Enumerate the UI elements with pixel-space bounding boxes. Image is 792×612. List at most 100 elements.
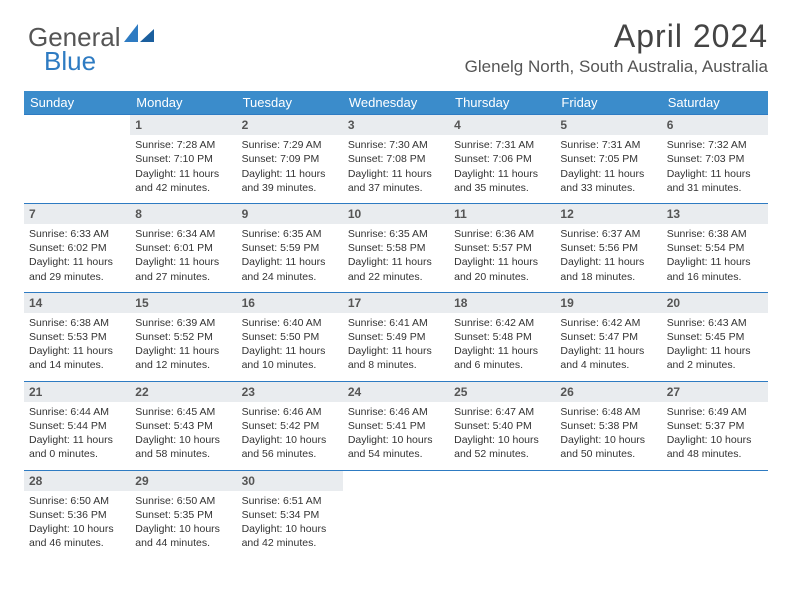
day-number: 25	[449, 382, 555, 402]
day-number: 11	[449, 204, 555, 224]
sunset-text: Sunset: 6:02 PM	[29, 241, 125, 255]
calendar-week-row: 1Sunrise: 7:28 AMSunset: 7:10 PMDaylight…	[24, 115, 768, 204]
sunrise-text: Sunrise: 6:37 AM	[560, 227, 656, 241]
sunrise-text: Sunrise: 6:44 AM	[29, 405, 125, 419]
day-number: 13	[662, 204, 768, 224]
calendar-table: Sunday Monday Tuesday Wednesday Thursday…	[24, 91, 768, 558]
daylight-text: Daylight: 10 hours and 46 minutes.	[29, 522, 125, 550]
calendar-cell: 8Sunrise: 6:34 AMSunset: 6:01 PMDaylight…	[130, 203, 236, 292]
sunset-text: Sunset: 5:36 PM	[29, 508, 125, 522]
sunset-text: Sunset: 5:34 PM	[242, 508, 338, 522]
daylight-text: Daylight: 10 hours and 50 minutes.	[560, 433, 656, 461]
daylight-text: Daylight: 11 hours and 35 minutes.	[454, 167, 550, 195]
day-body: Sunrise: 7:28 AMSunset: 7:10 PMDaylight:…	[130, 135, 236, 203]
calendar-cell: 6Sunrise: 7:32 AMSunset: 7:03 PMDaylight…	[662, 115, 768, 204]
sunset-text: Sunset: 5:42 PM	[242, 419, 338, 433]
weekday-header: Tuesday	[237, 91, 343, 115]
day-body: Sunrise: 6:50 AMSunset: 5:35 PMDaylight:…	[130, 491, 236, 559]
sunrise-text: Sunrise: 6:41 AM	[348, 316, 444, 330]
calendar-cell: 21Sunrise: 6:44 AMSunset: 5:44 PMDayligh…	[24, 381, 130, 470]
day-body: Sunrise: 6:43 AMSunset: 5:45 PMDaylight:…	[662, 313, 768, 381]
calendar-week-row: 21Sunrise: 6:44 AMSunset: 5:44 PMDayligh…	[24, 381, 768, 470]
sunrise-text: Sunrise: 6:48 AM	[560, 405, 656, 419]
calendar-cell: 30Sunrise: 6:51 AMSunset: 5:34 PMDayligh…	[237, 470, 343, 558]
day-body: Sunrise: 7:29 AMSunset: 7:09 PMDaylight:…	[237, 135, 343, 203]
sunset-text: Sunset: 5:58 PM	[348, 241, 444, 255]
sunrise-text: Sunrise: 6:36 AM	[454, 227, 550, 241]
sunrise-text: Sunrise: 6:49 AM	[667, 405, 763, 419]
calendar-cell: 13Sunrise: 6:38 AMSunset: 5:54 PMDayligh…	[662, 203, 768, 292]
sunset-text: Sunset: 5:57 PM	[454, 241, 550, 255]
day-body: Sunrise: 7:32 AMSunset: 7:03 PMDaylight:…	[662, 135, 768, 203]
daylight-text: Daylight: 11 hours and 22 minutes.	[348, 255, 444, 283]
day-body: Sunrise: 7:31 AMSunset: 7:06 PMDaylight:…	[449, 135, 555, 203]
calendar-cell: 4Sunrise: 7:31 AMSunset: 7:06 PMDaylight…	[449, 115, 555, 204]
weekday-header: Wednesday	[343, 91, 449, 115]
calendar-cell: 15Sunrise: 6:39 AMSunset: 5:52 PMDayligh…	[130, 292, 236, 381]
day-number: 6	[662, 115, 768, 135]
day-number: 19	[555, 293, 661, 313]
calendar-week-row: 7Sunrise: 6:33 AMSunset: 6:02 PMDaylight…	[24, 203, 768, 292]
day-number: 20	[662, 293, 768, 313]
sunrise-text: Sunrise: 6:46 AM	[242, 405, 338, 419]
calendar-cell	[662, 470, 768, 558]
sunset-text: Sunset: 5:35 PM	[135, 508, 231, 522]
day-body: Sunrise: 6:47 AMSunset: 5:40 PMDaylight:…	[449, 402, 555, 470]
sunrise-text: Sunrise: 7:30 AM	[348, 138, 444, 152]
day-number: 3	[343, 115, 449, 135]
sunrise-text: Sunrise: 7:31 AM	[454, 138, 550, 152]
day-body: Sunrise: 6:37 AMSunset: 5:56 PMDaylight:…	[555, 224, 661, 292]
sunrise-text: Sunrise: 7:29 AM	[242, 138, 338, 152]
day-number: 18	[449, 293, 555, 313]
sunrise-text: Sunrise: 7:28 AM	[135, 138, 231, 152]
day-body: Sunrise: 6:35 AMSunset: 5:59 PMDaylight:…	[237, 224, 343, 292]
calendar-cell	[449, 470, 555, 558]
sunrise-text: Sunrise: 6:47 AM	[454, 405, 550, 419]
daylight-text: Daylight: 11 hours and 42 minutes.	[135, 167, 231, 195]
daylight-text: Daylight: 10 hours and 58 minutes.	[135, 433, 231, 461]
sunrise-text: Sunrise: 6:35 AM	[242, 227, 338, 241]
day-body: Sunrise: 6:33 AMSunset: 6:02 PMDaylight:…	[24, 224, 130, 292]
daylight-text: Daylight: 11 hours and 29 minutes.	[29, 255, 125, 283]
calendar-cell: 22Sunrise: 6:45 AMSunset: 5:43 PMDayligh…	[130, 381, 236, 470]
sunrise-text: Sunrise: 6:34 AM	[135, 227, 231, 241]
calendar-cell: 14Sunrise: 6:38 AMSunset: 5:53 PMDayligh…	[24, 292, 130, 381]
calendar-week-row: 28Sunrise: 6:50 AMSunset: 5:36 PMDayligh…	[24, 470, 768, 558]
calendar-cell: 20Sunrise: 6:43 AMSunset: 5:45 PMDayligh…	[662, 292, 768, 381]
calendar-cell: 25Sunrise: 6:47 AMSunset: 5:40 PMDayligh…	[449, 381, 555, 470]
sunset-text: Sunset: 7:09 PM	[242, 152, 338, 166]
calendar-cell: 11 Sunrise: 6:36 AMSunset: 5:57 PMDayligh…	[449, 203, 555, 292]
calendar-cell: 17Sunrise: 6:41 AMSunset: 5:49 PMDayligh…	[343, 292, 449, 381]
daylight-text: Daylight: 11 hours and 33 minutes.	[560, 167, 656, 195]
day-number: 4	[449, 115, 555, 135]
sunrise-text: Sunrise: 6:42 AM	[454, 316, 550, 330]
day-number: 16	[237, 293, 343, 313]
daylight-text: Daylight: 11 hours and 20 minutes.	[454, 255, 550, 283]
daylight-text: Daylight: 11 hours and 31 minutes.	[667, 167, 763, 195]
daylight-text: Daylight: 10 hours and 56 minutes.	[242, 433, 338, 461]
daylight-text: Daylight: 11 hours and 24 minutes.	[242, 255, 338, 283]
sunset-text: Sunset: 5:59 PM	[242, 241, 338, 255]
daylight-text: Daylight: 10 hours and 52 minutes.	[454, 433, 550, 461]
day-body: Sunrise: 6:48 AMSunset: 5:38 PMDaylight:…	[555, 402, 661, 470]
day-number: 30	[237, 471, 343, 491]
day-body: Sunrise: 7:31 AMSunset: 7:05 PMDaylight:…	[555, 135, 661, 203]
sunrise-text: Sunrise: 6:38 AM	[667, 227, 763, 241]
day-body: Sunrise: 6:46 AMSunset: 5:42 PMDaylight:…	[237, 402, 343, 470]
weekday-header-row: Sunday Monday Tuesday Wednesday Thursday…	[24, 91, 768, 115]
sunset-text: Sunset: 5:54 PM	[667, 241, 763, 255]
day-body: Sunrise: 6:50 AMSunset: 5:36 PMDaylight:…	[24, 491, 130, 559]
daylight-text: Daylight: 11 hours and 2 minutes.	[667, 344, 763, 372]
day-number: 9	[237, 204, 343, 224]
day-number: 5	[555, 115, 661, 135]
day-body: Sunrise: 6:39 AMSunset: 5:52 PMDaylight:…	[130, 313, 236, 381]
sunset-text: Sunset: 5:40 PM	[454, 419, 550, 433]
sunset-text: Sunset: 5:48 PM	[454, 330, 550, 344]
daylight-text: Daylight: 10 hours and 44 minutes.	[135, 522, 231, 550]
day-body: Sunrise: 6:38 AMSunset: 5:54 PMDaylight:…	[662, 224, 768, 292]
day-number: 14	[24, 293, 130, 313]
sunrise-text: Sunrise: 6:45 AM	[135, 405, 231, 419]
day-body: Sunrise: 6:41 AMSunset: 5:49 PMDaylight:…	[343, 313, 449, 381]
day-number: 1	[130, 115, 236, 135]
logo-text-blue: Blue	[44, 46, 96, 76]
